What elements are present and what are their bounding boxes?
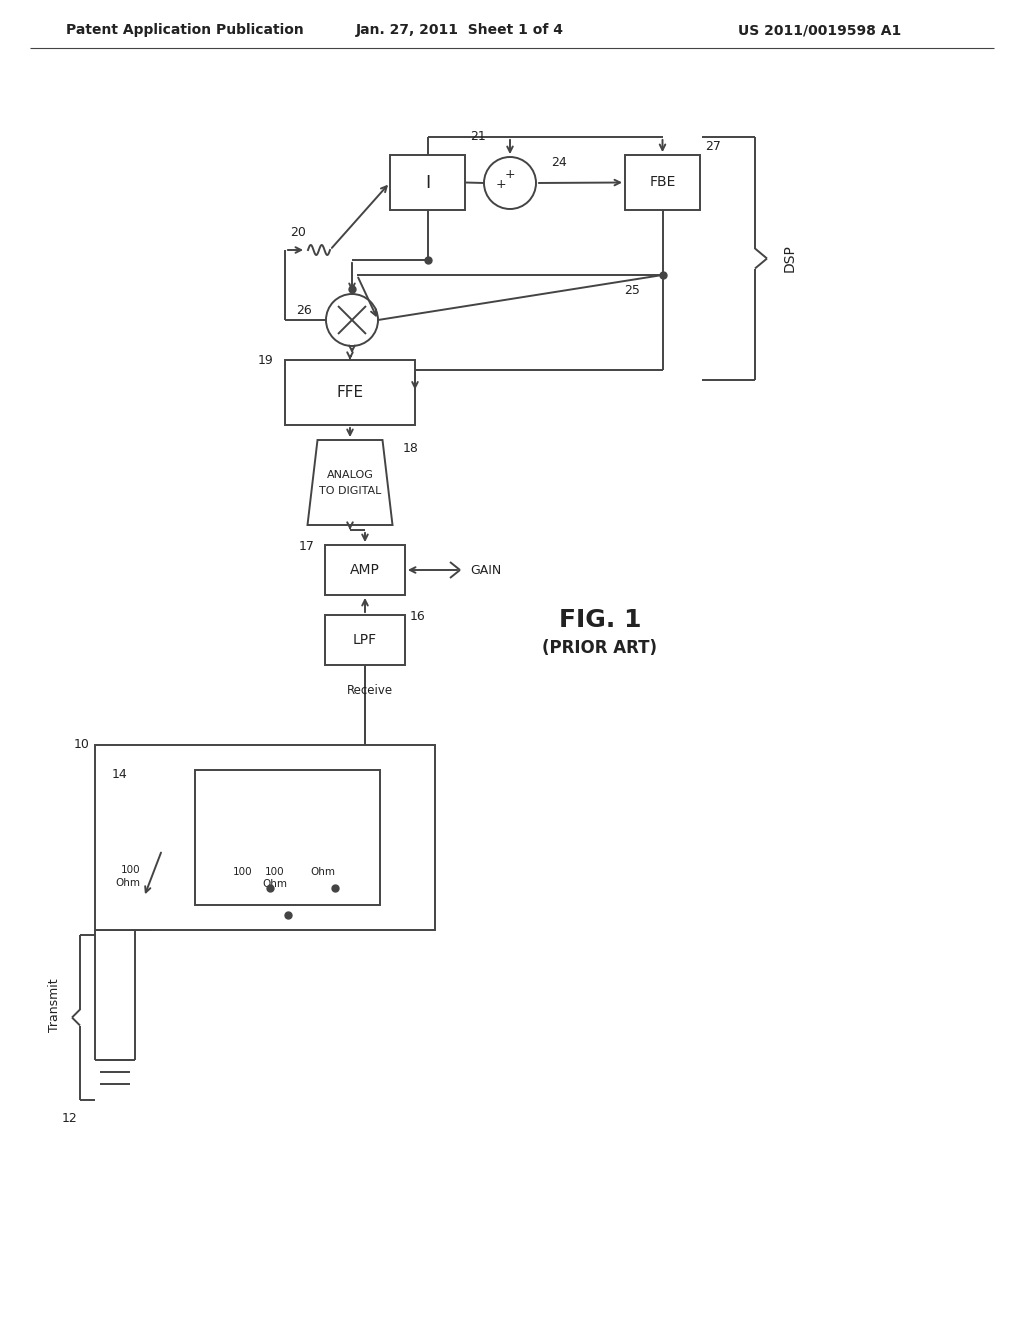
Text: US 2011/0019598 A1: US 2011/0019598 A1 [738,22,901,37]
Text: AMP: AMP [350,564,380,577]
Text: FBE: FBE [649,176,676,190]
Text: Patent Application Publication: Patent Application Publication [67,22,304,37]
Text: DSP: DSP [783,244,797,272]
Text: +: + [505,168,515,181]
Bar [325,615,406,665]
Text: 12: 12 [62,1111,78,1125]
Bar [195,770,380,906]
Text: 17: 17 [299,540,315,553]
Text: I: I [425,173,430,191]
Text: Transmit: Transmit [48,978,61,1032]
Text: LPF: LPF [353,634,377,647]
Text: Ohm: Ohm [262,879,288,888]
Text: FIG. 1: FIG. 1 [559,609,641,632]
Text: 19: 19 [257,354,273,367]
Text: 20: 20 [290,226,306,239]
Text: 25: 25 [625,284,640,297]
Text: FFE: FFE [337,385,364,400]
Text: Ohm: Ohm [115,878,140,888]
Text: 100: 100 [265,867,285,876]
Text: 27: 27 [705,140,721,153]
Text: 18: 18 [402,441,419,454]
Text: GAIN: GAIN [470,564,502,577]
Text: 16: 16 [410,610,426,623]
Text: 14: 14 [112,768,127,781]
Text: ANALOG: ANALOG [327,470,374,479]
Bar [285,360,415,425]
Text: 21: 21 [470,131,485,144]
Text: 26: 26 [296,304,312,317]
Bar [95,744,435,931]
Text: +: + [496,178,506,191]
Text: Ohm: Ohm [310,867,336,876]
Text: (PRIOR ART): (PRIOR ART) [543,639,657,657]
Text: TO DIGITAL: TO DIGITAL [318,486,381,495]
Text: Receive: Receive [347,684,393,697]
Bar [625,154,700,210]
Bar [325,545,406,595]
Text: 100: 100 [121,865,140,875]
Text: Jan. 27, 2011  Sheet 1 of 4: Jan. 27, 2011 Sheet 1 of 4 [356,22,564,37]
Text: 24: 24 [551,157,566,169]
Text: 10: 10 [74,738,90,751]
Polygon shape [307,440,392,525]
Bar [390,154,465,210]
Text: 100: 100 [232,867,252,876]
